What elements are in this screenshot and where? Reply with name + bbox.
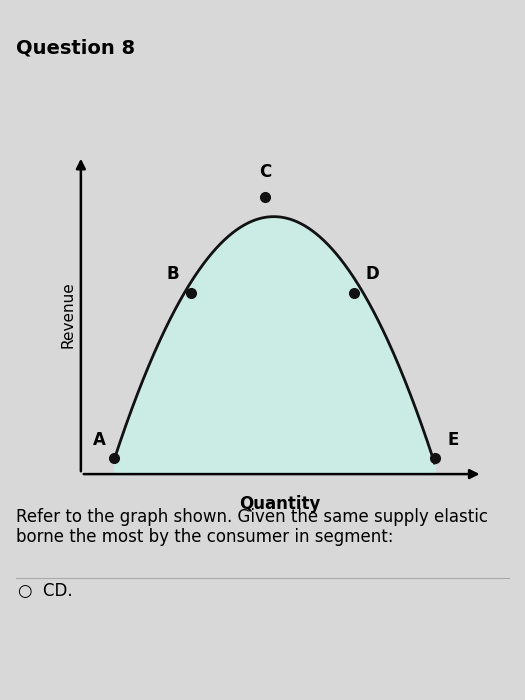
Text: Question 8: Question 8: [16, 38, 135, 57]
Text: Refer to the graph shown. Given the same supply elastic
borne the most by the co: Refer to the graph shown. Given the same…: [16, 508, 488, 546]
Text: B: B: [166, 265, 179, 284]
Text: A: A: [93, 430, 106, 449]
Text: D: D: [365, 265, 379, 284]
Text: ○  CD.: ○ CD.: [18, 582, 73, 601]
Text: Quantity: Quantity: [239, 495, 320, 513]
Text: C: C: [259, 163, 271, 181]
Text: Revenue: Revenue: [60, 281, 76, 349]
Text: E: E: [447, 430, 459, 449]
